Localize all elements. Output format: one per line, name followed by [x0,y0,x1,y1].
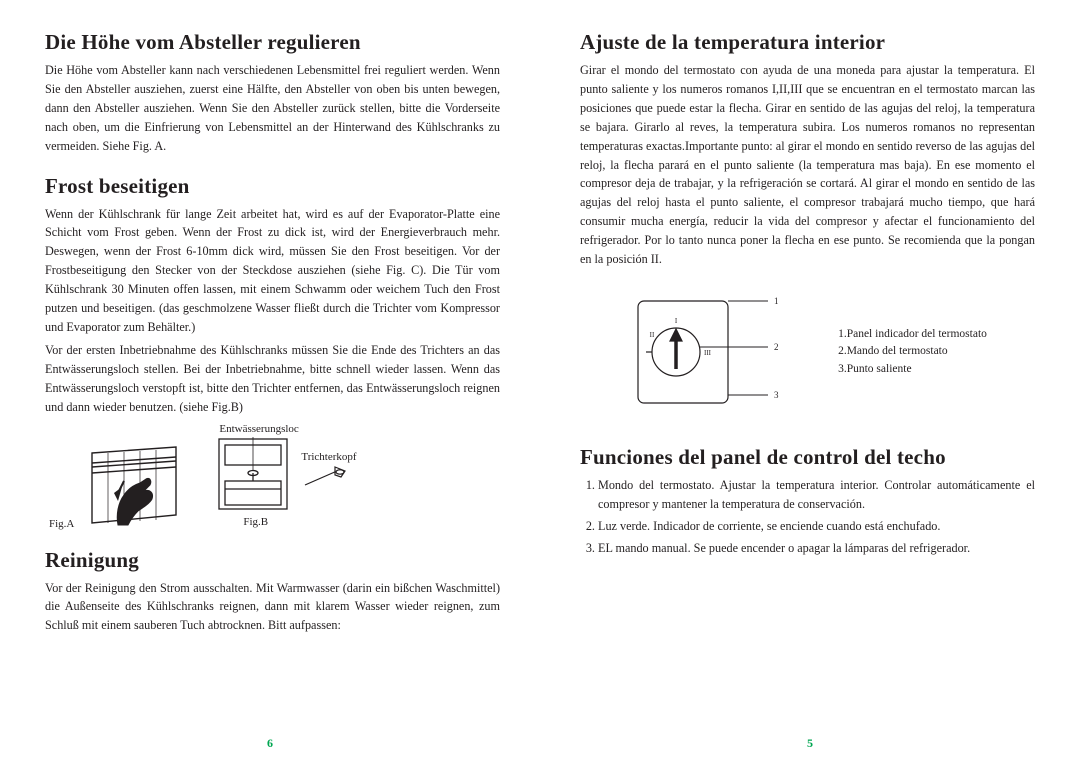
body-shelf: Die Höhe vom Absteller kann nach verschi… [45,61,500,156]
section-cleaning: Reinigung Vor der Reinigung den Strom au… [45,548,500,636]
func-item-3: EL mando manual. Se puede encender o apa… [598,539,1035,558]
section-temperature: Ajuste de la temperatura interior Girar … [580,30,1035,269]
body-defrost-2: Vor der ersten Inbetriebnahme des Kühlsc… [45,341,500,417]
heading-defrost: Frost beseitigen [45,174,500,199]
body-temperature: Girar el mondo del termostato con ayuda … [580,61,1035,269]
thermostat-diagram: I II III 1 2 3 [628,287,808,417]
page-number-right: 5 [807,736,813,751]
page-right: Ajuste de la temperatura interior Girar … [540,0,1080,763]
heading-temperature: Ajuste de la temperatura interior [580,30,1035,55]
funnel-icon [301,465,351,493]
func-item-1: Mondo del termostato. Ajustar la tempera… [598,476,1035,514]
page-number-left: 6 [267,736,273,751]
mark-i: I [675,317,678,325]
func-item-2: Luz verde. Indicador de corriente, se en… [598,517,1035,536]
thermostat-legend: 1.Panel indicador del termostato 2.Mando… [838,326,987,378]
mark-ii: II [650,331,655,339]
section-shelf-height: Die Höhe vom Absteller regulieren Die Hö… [45,30,500,156]
funnel-group: Trichterkopf [301,451,356,498]
legend-1: 1.Panel indicador del termostato [838,326,987,343]
function-list: Mondo del termostato. Ajustar la tempera… [580,476,1035,558]
figure-b-icon [213,437,293,512]
label-funnel: Trichterkopf [301,451,356,463]
figure-a-icon [88,445,183,530]
page-left: Die Höhe vom Absteller regulieren Die Hö… [0,0,540,763]
legend-3: 3.Punto saliente [838,361,987,378]
callout-2: 2 [774,342,779,352]
label-drain: Entwässerungsloc [219,423,356,435]
callout-3: 3 [774,390,779,400]
heading-panel: Funciones del panel de control del techo [580,445,1035,470]
body-cleaning: Vor der Reinigung den Strom ausschalten.… [45,579,500,636]
legend-2: 2.Mando del termostato [838,343,987,360]
body-defrost-1: Wenn der Kühlschrank für lange Zeit arbe… [45,205,500,337]
mark-iii: III [704,349,712,357]
heading-cleaning: Reinigung [45,548,500,573]
figure-b-group: Entwässerungsloc [213,423,356,530]
label-fig-a: Fig.A [49,518,74,530]
section-defrost: Frost beseitigen Wenn der Kühlschrank fü… [45,174,500,530]
label-fig-b: Fig.B [243,516,268,528]
heading-shelf: Die Höhe vom Absteller regulieren [45,30,500,55]
thermostat-diagram-row: I II III 1 2 3 1.Panel indicador del ter… [580,287,1035,417]
section-panel-functions: Funciones del panel de control del techo… [580,445,1035,558]
callout-1: 1 [774,296,779,306]
figure-row: Fig.A [45,423,500,530]
